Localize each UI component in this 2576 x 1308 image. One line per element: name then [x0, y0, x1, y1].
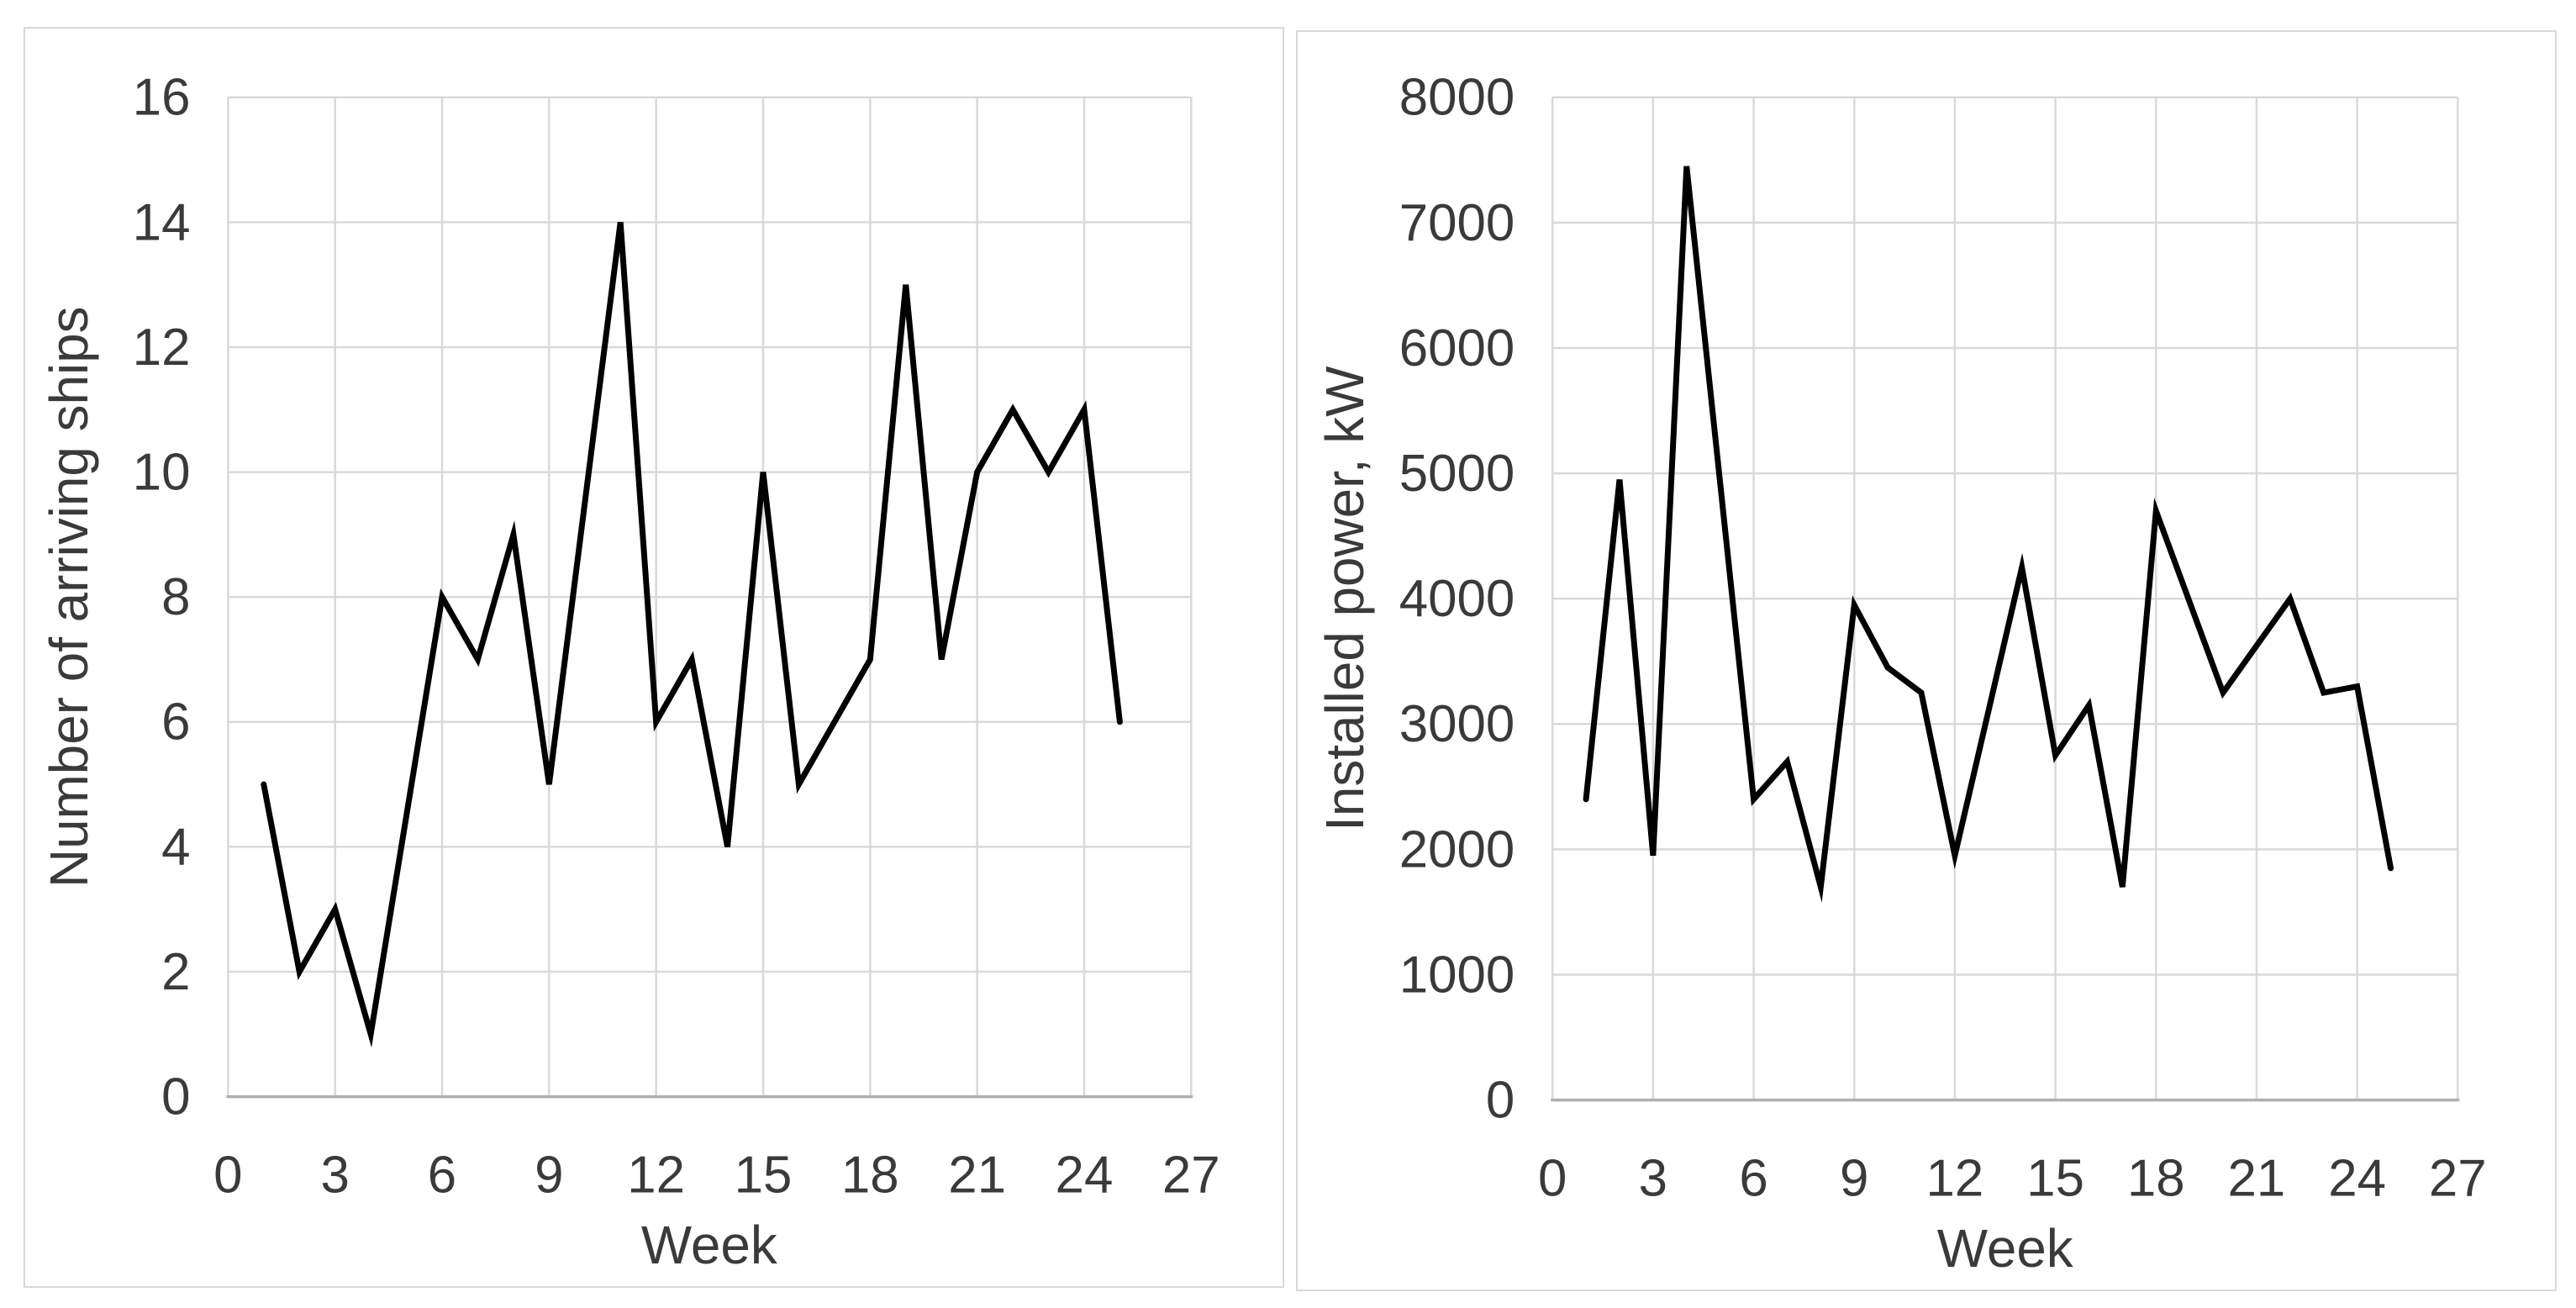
x-tick-label: 24	[1056, 1146, 1114, 1204]
ships-chart-panel: 0 2 4 6 8 10 12 14 16 0 3 6 9 12 15 18 21 24 27 Number of …	[24, 27, 1284, 1288]
power-chart-panel: 0 1000 2000 3000 4000 5000 6000 7000 8000 0 3 6 9 12 1…	[1296, 30, 2557, 1291]
power-y-axis-title: Installed power, kW	[1314, 366, 1375, 831]
x-tick-label: 0	[213, 1146, 242, 1204]
x-tick-label: 0	[1538, 1149, 1567, 1207]
y-tick-label: 8000	[1399, 69, 1515, 127]
y-tick-label: 8	[161, 568, 190, 626]
y-tick-label: 2000	[1399, 820, 1515, 878]
y-tick-label: 2	[161, 943, 190, 1001]
x-tick-label: 21	[2228, 1149, 2286, 1207]
y-tick-label: 0	[161, 1068, 190, 1126]
ships-y-axis-title: Number of arriving ships	[39, 306, 99, 888]
x-tick-label: 27	[2429, 1149, 2487, 1207]
x-tick-label: 12	[627, 1146, 685, 1204]
x-tick-label: 3	[320, 1146, 349, 1204]
x-tick-label: 18	[2127, 1149, 2185, 1207]
x-tick-label: 24	[2328, 1149, 2386, 1207]
x-tick-label: 15	[2026, 1149, 2084, 1207]
y-tick-label: 5000	[1399, 445, 1515, 503]
x-tick-label: 6	[1739, 1149, 1767, 1207]
ships-x-axis-title: Week	[641, 1215, 777, 1275]
x-tick-label: 15	[735, 1146, 793, 1204]
y-tick-label: 3000	[1399, 695, 1515, 753]
x-tick-label: 3	[1639, 1149, 1667, 1207]
series-line	[1583, 166, 2394, 903]
y-tick-label: 4	[161, 818, 190, 876]
y-tick-label: 6000	[1399, 319, 1515, 377]
y-tick-label: 16	[133, 69, 191, 127]
y-tick-label: 6	[161, 694, 190, 752]
x-tick-label: 12	[1926, 1149, 1984, 1207]
y-tick-label: 7000	[1399, 194, 1515, 252]
x-tick-label: 21	[948, 1146, 1006, 1204]
y-tick-label: 0	[1486, 1072, 1515, 1130]
power-x-axis-title: Week	[1937, 1218, 2073, 1279]
y-tick-label: 12	[133, 319, 191, 377]
x-tick-label: 9	[1840, 1149, 1868, 1207]
x-tick-label: 18	[841, 1146, 899, 1204]
y-tick-label: 14	[133, 193, 191, 251]
y-tick-label: 10	[133, 444, 191, 502]
series-line	[261, 221, 1123, 1048]
x-tick-label: 9	[535, 1146, 563, 1204]
x-tick-label: 6	[428, 1146, 456, 1204]
power-chart: 0 1000 2000 3000 4000 5000 6000 7000 8000 0 3 6 9 12 1…	[1314, 69, 2487, 1279]
y-tick-label: 4000	[1399, 570, 1515, 628]
power-plot-area: 0 1000 2000 3000 4000 5000 6000 7000 8000 0 3 6 9 12 1…	[1399, 69, 2487, 1208]
x-tick-label: 27	[1162, 1146, 1220, 1204]
y-tick-label: 1000	[1399, 946, 1515, 1004]
